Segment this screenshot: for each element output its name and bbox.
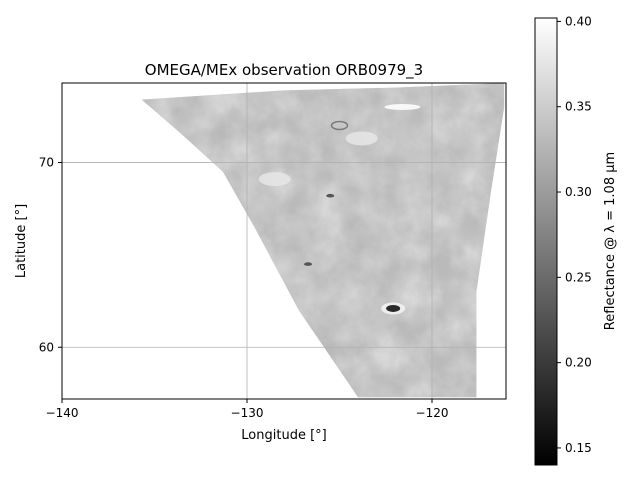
dark-spot [304,262,313,266]
dark-spot [326,193,335,198]
x-tick-label: −120 [416,406,449,420]
colorbar-tick-label: 0.20 [565,356,592,370]
dark-crater [386,304,401,312]
y-axis-label: Latitude [°] [14,204,29,278]
y-tick-label: 70 [39,155,54,169]
bright-patch [258,172,291,187]
bright-streak [384,104,421,111]
colorbar-tick-label: 0.30 [565,185,592,199]
crater [330,120,349,131]
y-tick-label: 60 [39,340,54,354]
grid-lines [62,83,506,399]
colorbar [534,17,558,466]
colorbar-tick-label: 0.25 [565,270,592,284]
x-tick-label: −130 [231,406,264,420]
axes-frame [61,82,507,400]
colorbar-label: Reflectance @ λ = 1.08 µm [603,152,618,330]
bright-patch [345,131,378,146]
x-axis-label: Longitude [°] [241,428,326,443]
chart-title: OMEGA/MEx observation ORB0979_3 [145,61,423,80]
axis-ticks: −140 −130 −120 60 70 [39,155,449,420]
colorbar-tick-label: 0.15 [565,441,592,455]
colorbar-tick-label: 0.40 [565,14,592,28]
x-tick-label: −140 [46,406,79,420]
colorbar-ticks: 0.15 0.20 0.25 0.30 0.35 0.40 [557,14,592,455]
colorbar-tick-label: 0.35 [565,100,592,114]
